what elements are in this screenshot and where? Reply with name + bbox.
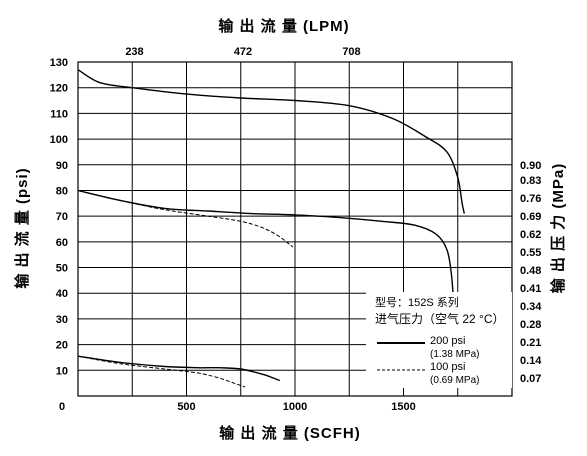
y-tick-label: 80 xyxy=(56,185,68,197)
y2-tick-label: 0.14 xyxy=(520,355,542,367)
x-top-tick-label: 472 xyxy=(234,46,252,58)
y2-tick-label: 0.55 xyxy=(520,247,541,259)
y-tick-label: 50 xyxy=(56,263,68,275)
y2-tick-label: 0.69 xyxy=(520,211,541,223)
chart-title: 输 出 流 量 (LPM) xyxy=(218,17,349,35)
y2-tick-label: 0.76 xyxy=(520,193,541,205)
y2-tick-label: 0.48 xyxy=(520,265,541,277)
y2-tick-label: 0.34 xyxy=(520,301,542,313)
y-tick-label: 110 xyxy=(50,108,68,120)
x-tick-label: 0 xyxy=(59,401,65,413)
series-line-5 xyxy=(77,355,246,388)
series-line-1 xyxy=(77,69,465,214)
legend-label-200psi: 200 psi xyxy=(430,335,465,347)
y-tick-label: 100 xyxy=(50,134,68,146)
x-tick-label: 1000 xyxy=(283,401,307,413)
legend-sublabel-100psi: (0.69 MPa) xyxy=(430,375,479,386)
legend-model: 型号：152S 系列 xyxy=(375,295,459,309)
y-tick-label: 40 xyxy=(56,288,68,300)
y2-tick-label: 0.90 xyxy=(520,160,541,172)
x-tick-label: 500 xyxy=(177,401,195,413)
y2-tick-label: 0.62 xyxy=(520,229,541,241)
y-tick-label: 60 xyxy=(56,237,68,249)
y-tick-label: 70 xyxy=(56,211,68,223)
legend-condition: 进气压力（空气 22 °C） xyxy=(375,311,504,326)
y2-tick-label: 0.41 xyxy=(520,283,541,295)
series-line-4 xyxy=(77,355,281,382)
x-top-tick-label: 708 xyxy=(342,46,360,58)
y-tick-label: 90 xyxy=(56,160,68,172)
legend: 型号：152S 系列 进气压力（空气 22 °C） 200 psi (1.38 … xyxy=(366,292,512,388)
x-tick-label: 1500 xyxy=(391,401,415,413)
legend-sublabel-200psi: (1.38 MPa) xyxy=(430,349,479,360)
y2-axis-label: 输 出 压 力 (MPa) xyxy=(549,163,567,294)
y-axis-label: 输 出 流 量 (psi) xyxy=(13,167,31,288)
y2-tick-label: 0.07 xyxy=(520,373,541,385)
x-top-tick-label: 238 xyxy=(125,46,143,58)
series-line-2 xyxy=(77,189,455,299)
legend-background xyxy=(366,292,512,388)
y-tick-label: 30 xyxy=(56,314,68,326)
y-tick-label: 130 xyxy=(50,57,68,69)
y2-tick-label: 0.21 xyxy=(520,337,541,349)
y2-tick-label: 0.83 xyxy=(520,175,541,187)
y2-tick-label: 0.28 xyxy=(520,319,541,331)
tick-labels: 0 500 1000 1500 238 472 708 10 20 30 40 50 60 70 80 90 1… xyxy=(50,46,543,413)
y-tick-label: 10 xyxy=(56,365,68,377)
series-line-3 xyxy=(77,190,294,248)
y-tick-label: 20 xyxy=(56,340,68,352)
legend-label-100psi: 100 psi xyxy=(430,361,465,373)
y-tick-label: 120 xyxy=(50,83,68,95)
series-lines xyxy=(77,69,465,388)
x-axis-label: 输 出 流 量 (SCFH) xyxy=(219,424,361,442)
